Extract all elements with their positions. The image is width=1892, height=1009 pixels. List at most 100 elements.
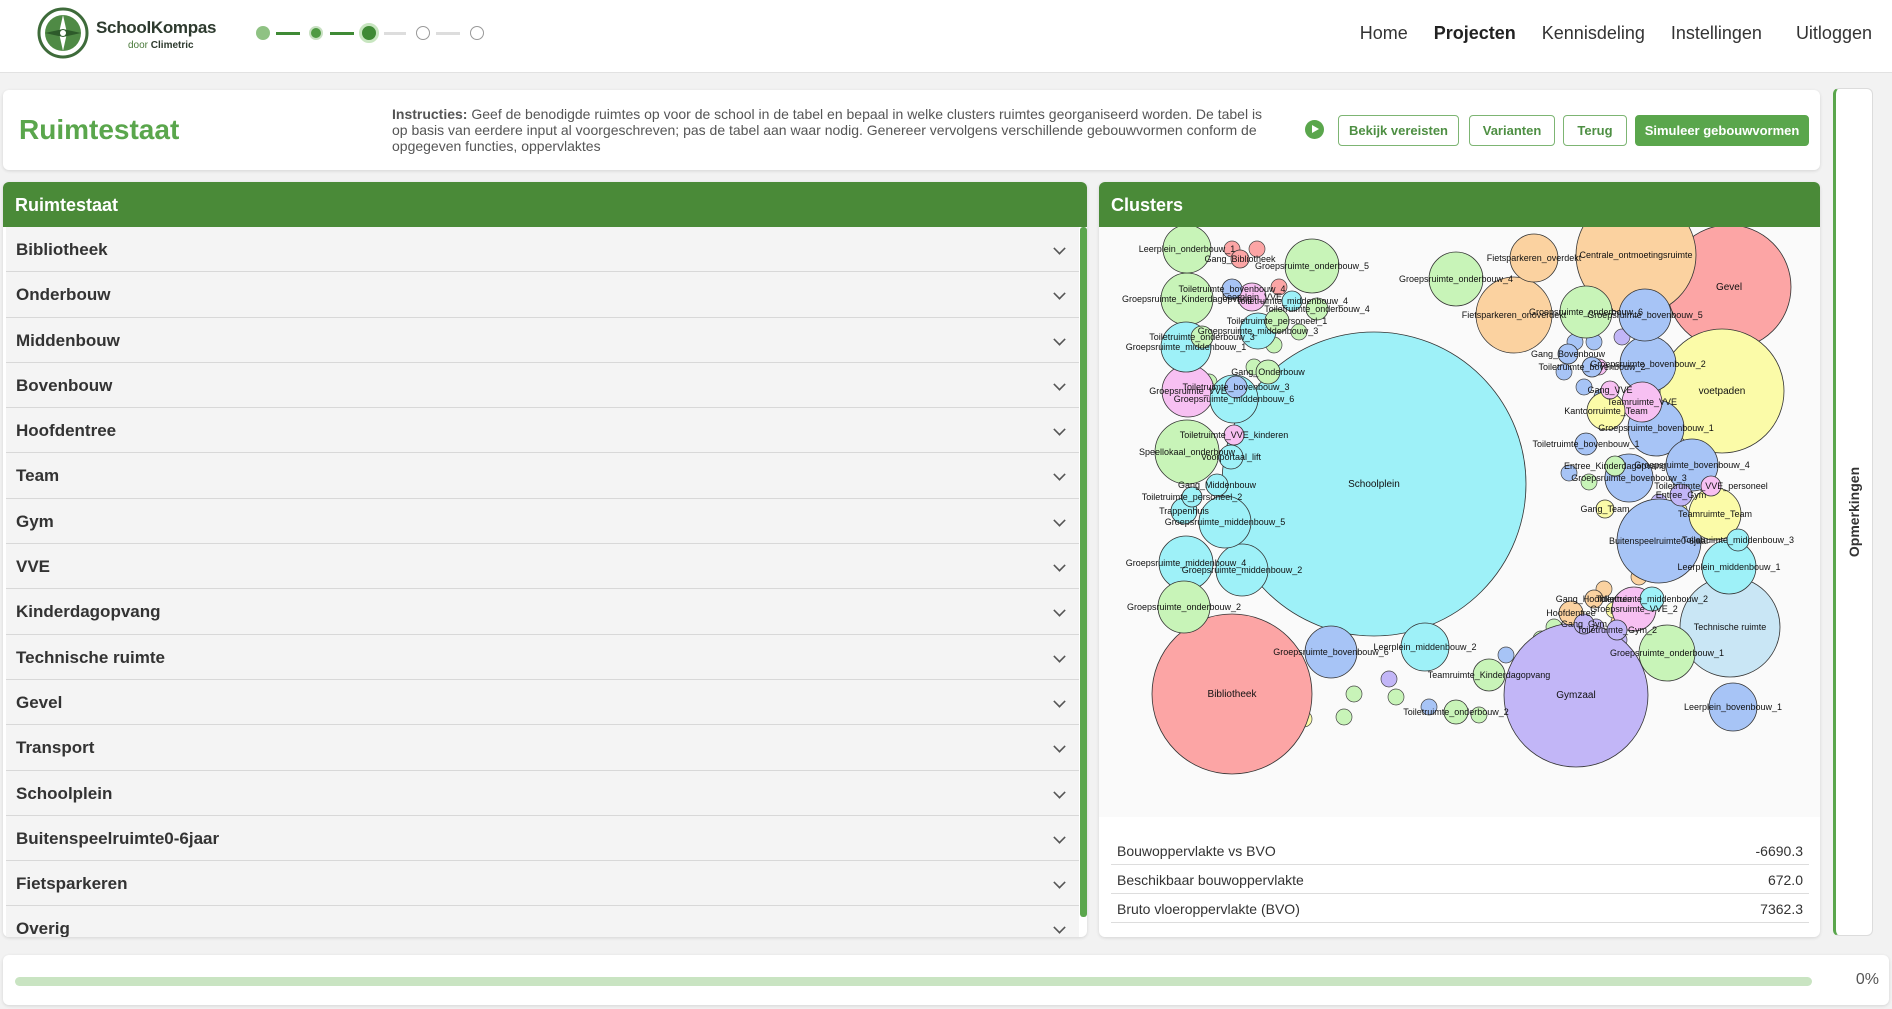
cluster-bubble-chart[interactable]: Schoolplein Bibliotheek Gymzaal Gevel voetpa…	[1099, 227, 1820, 817]
accordion-row[interactable]: Bibliotheek	[6, 227, 1079, 273]
room-bubble[interactable]	[1221, 278, 1243, 300]
chevron-down-icon[interactable]	[1053, 831, 1066, 844]
step-2[interactable]	[309, 26, 323, 40]
room-bubble[interactable]	[1198, 495, 1252, 549]
step-3-current[interactable]	[359, 23, 379, 43]
room-bubble[interactable]	[1606, 619, 1628, 641]
room-bubble[interactable]	[1224, 375, 1248, 399]
room-bubble[interactable]	[1270, 278, 1288, 296]
accordion-row[interactable]: Onderbouw	[6, 272, 1079, 318]
room-bubble[interactable]	[1281, 290, 1303, 312]
room-bubble[interactable]	[1284, 238, 1340, 294]
room-bubble[interactable]	[1380, 670, 1398, 688]
room-bubble[interactable]	[1443, 699, 1469, 725]
bekijk-vereisten-button[interactable]: Bekijk vereisten	[1338, 115, 1459, 146]
room-bubble[interactable]	[1557, 343, 1579, 365]
room-bubble[interactable]	[1669, 483, 1693, 507]
room-bubble[interactable]	[1575, 378, 1593, 396]
accordion-row[interactable]: Team	[6, 453, 1079, 499]
chevron-down-icon[interactable]	[1053, 378, 1066, 391]
room-bubble[interactable]	[1215, 543, 1269, 597]
room-bubble[interactable]	[1151, 613, 1313, 775]
room-bubble[interactable]	[1580, 473, 1598, 491]
room-bubble[interactable]	[1470, 706, 1488, 724]
room-bubble[interactable]	[1559, 285, 1613, 339]
simuleer-gebouwvormen-button[interactable]: Simuleer gebouwvormen	[1635, 115, 1809, 146]
accordion-row[interactable]: Bovenbouw	[6, 362, 1079, 409]
room-bubble[interactable]	[1638, 624, 1696, 682]
room-bubble[interactable]	[1162, 227, 1212, 274]
nav-kennisdeling[interactable]: Kennisdeling	[1541, 22, 1645, 43]
room-bubble[interactable]	[1345, 685, 1363, 703]
accordion-row[interactable]: Kinderdagopvang	[6, 589, 1079, 635]
room-bubble[interactable]	[1420, 698, 1438, 716]
room-bubble[interactable]	[1181, 486, 1203, 508]
chevron-down-icon[interactable]	[1053, 332, 1066, 346]
accordion-row[interactable]: Overig	[6, 906, 1079, 937]
accordion-row[interactable]: Gevel	[6, 679, 1079, 726]
accordion-row[interactable]: Buitenspeelruimte0-6jaar	[6, 815, 1079, 862]
chevron-down-icon[interactable]	[1053, 695, 1066, 708]
room-bubble[interactable]	[1255, 359, 1281, 385]
nav-home[interactable]: Home	[1359, 22, 1408, 43]
room-bubble[interactable]	[1248, 240, 1266, 258]
room-bubble[interactable]	[1604, 455, 1626, 477]
room-bubble[interactable]	[1387, 688, 1405, 706]
room-bubble[interactable]	[1290, 323, 1308, 341]
room-bubble[interactable]	[1555, 363, 1573, 381]
room-bubble[interactable]	[1700, 475, 1722, 497]
step-4[interactable]	[416, 26, 430, 40]
room-bubble[interactable]	[1428, 251, 1484, 307]
accordion-row[interactable]: Schoolplein	[6, 770, 1079, 816]
accordion-row[interactable]: Middenbouw	[6, 317, 1079, 363]
room-bubble[interactable]	[1560, 464, 1578, 482]
scrollbar[interactable]	[1080, 227, 1087, 917]
chevron-down-icon[interactable]	[1053, 514, 1066, 527]
logo[interactable]: SchoolKompas door Climetric	[36, 6, 216, 62]
room-bubble[interactable]	[1223, 424, 1245, 446]
room-bubble[interactable]	[1573, 613, 1595, 635]
accordion-row[interactable]: Gym	[6, 498, 1079, 545]
room-bubble[interactable]	[1154, 419, 1220, 485]
room-bubble[interactable]	[1574, 432, 1598, 456]
accordion-row[interactable]: Hoofdentree	[6, 408, 1079, 454]
chevron-down-icon[interactable]	[1053, 740, 1066, 753]
room-bubble[interactable]	[1475, 276, 1553, 354]
room-bubble[interactable]	[1618, 288, 1672, 342]
room-bubble[interactable]	[1218, 444, 1244, 470]
step-5[interactable]	[470, 26, 484, 40]
chevron-down-icon[interactable]	[1053, 242, 1066, 255]
play-icon[interactable]	[1305, 120, 1324, 139]
room-bubble[interactable]	[1584, 589, 1604, 609]
room-bubble[interactable]	[1304, 625, 1358, 679]
room-bubble[interactable]	[1708, 682, 1758, 732]
chevron-down-icon[interactable]	[1053, 604, 1066, 618]
room-bubble[interactable]	[1659, 328, 1785, 454]
room-bubble[interactable]	[1400, 622, 1450, 672]
nav-projecten[interactable]: Projecten	[1433, 22, 1516, 43]
chevron-down-icon[interactable]	[1053, 559, 1066, 572]
room-bubble[interactable]	[1726, 528, 1750, 552]
room-bubble[interactable]	[1157, 580, 1211, 634]
room-bubble[interactable]	[1472, 658, 1506, 692]
accordion-row[interactable]: Transport	[6, 725, 1079, 771]
chevron-down-icon[interactable]	[1053, 649, 1066, 663]
room-bubble[interactable]	[1581, 356, 1603, 378]
nav-instellingen[interactable]: Instellingen	[1670, 22, 1762, 43]
room-bubble[interactable]	[1305, 297, 1329, 321]
chevron-down-icon[interactable]	[1053, 785, 1066, 799]
room-bubble[interactable]	[1264, 308, 1290, 334]
room-bubble[interactable]	[1230, 249, 1250, 269]
opmerkingen-tab[interactable]: Opmerkingen	[1833, 88, 1873, 936]
room-bubble[interactable]	[1600, 380, 1620, 400]
accordion-row[interactable]: VVE	[6, 544, 1079, 590]
room-bubble[interactable]	[1335, 708, 1353, 726]
room-bubble[interactable]	[1190, 325, 1214, 349]
chevron-down-icon[interactable]	[1053, 876, 1066, 889]
room-bubble[interactable]	[1595, 499, 1615, 519]
accordion-row[interactable]: Technische ruimte	[6, 634, 1079, 680]
chevron-down-icon[interactable]	[1053, 287, 1066, 301]
room-bubble[interactable]	[1616, 498, 1702, 584]
cluster-list[interactable]: Bibliotheek Onderbouw Middenbouw Bovenbouw H…	[3, 227, 1079, 937]
bubble-svg[interactable]: Schoolplein Bibliotheek Gymzaal Gevel voetpa…	[1099, 227, 1820, 817]
